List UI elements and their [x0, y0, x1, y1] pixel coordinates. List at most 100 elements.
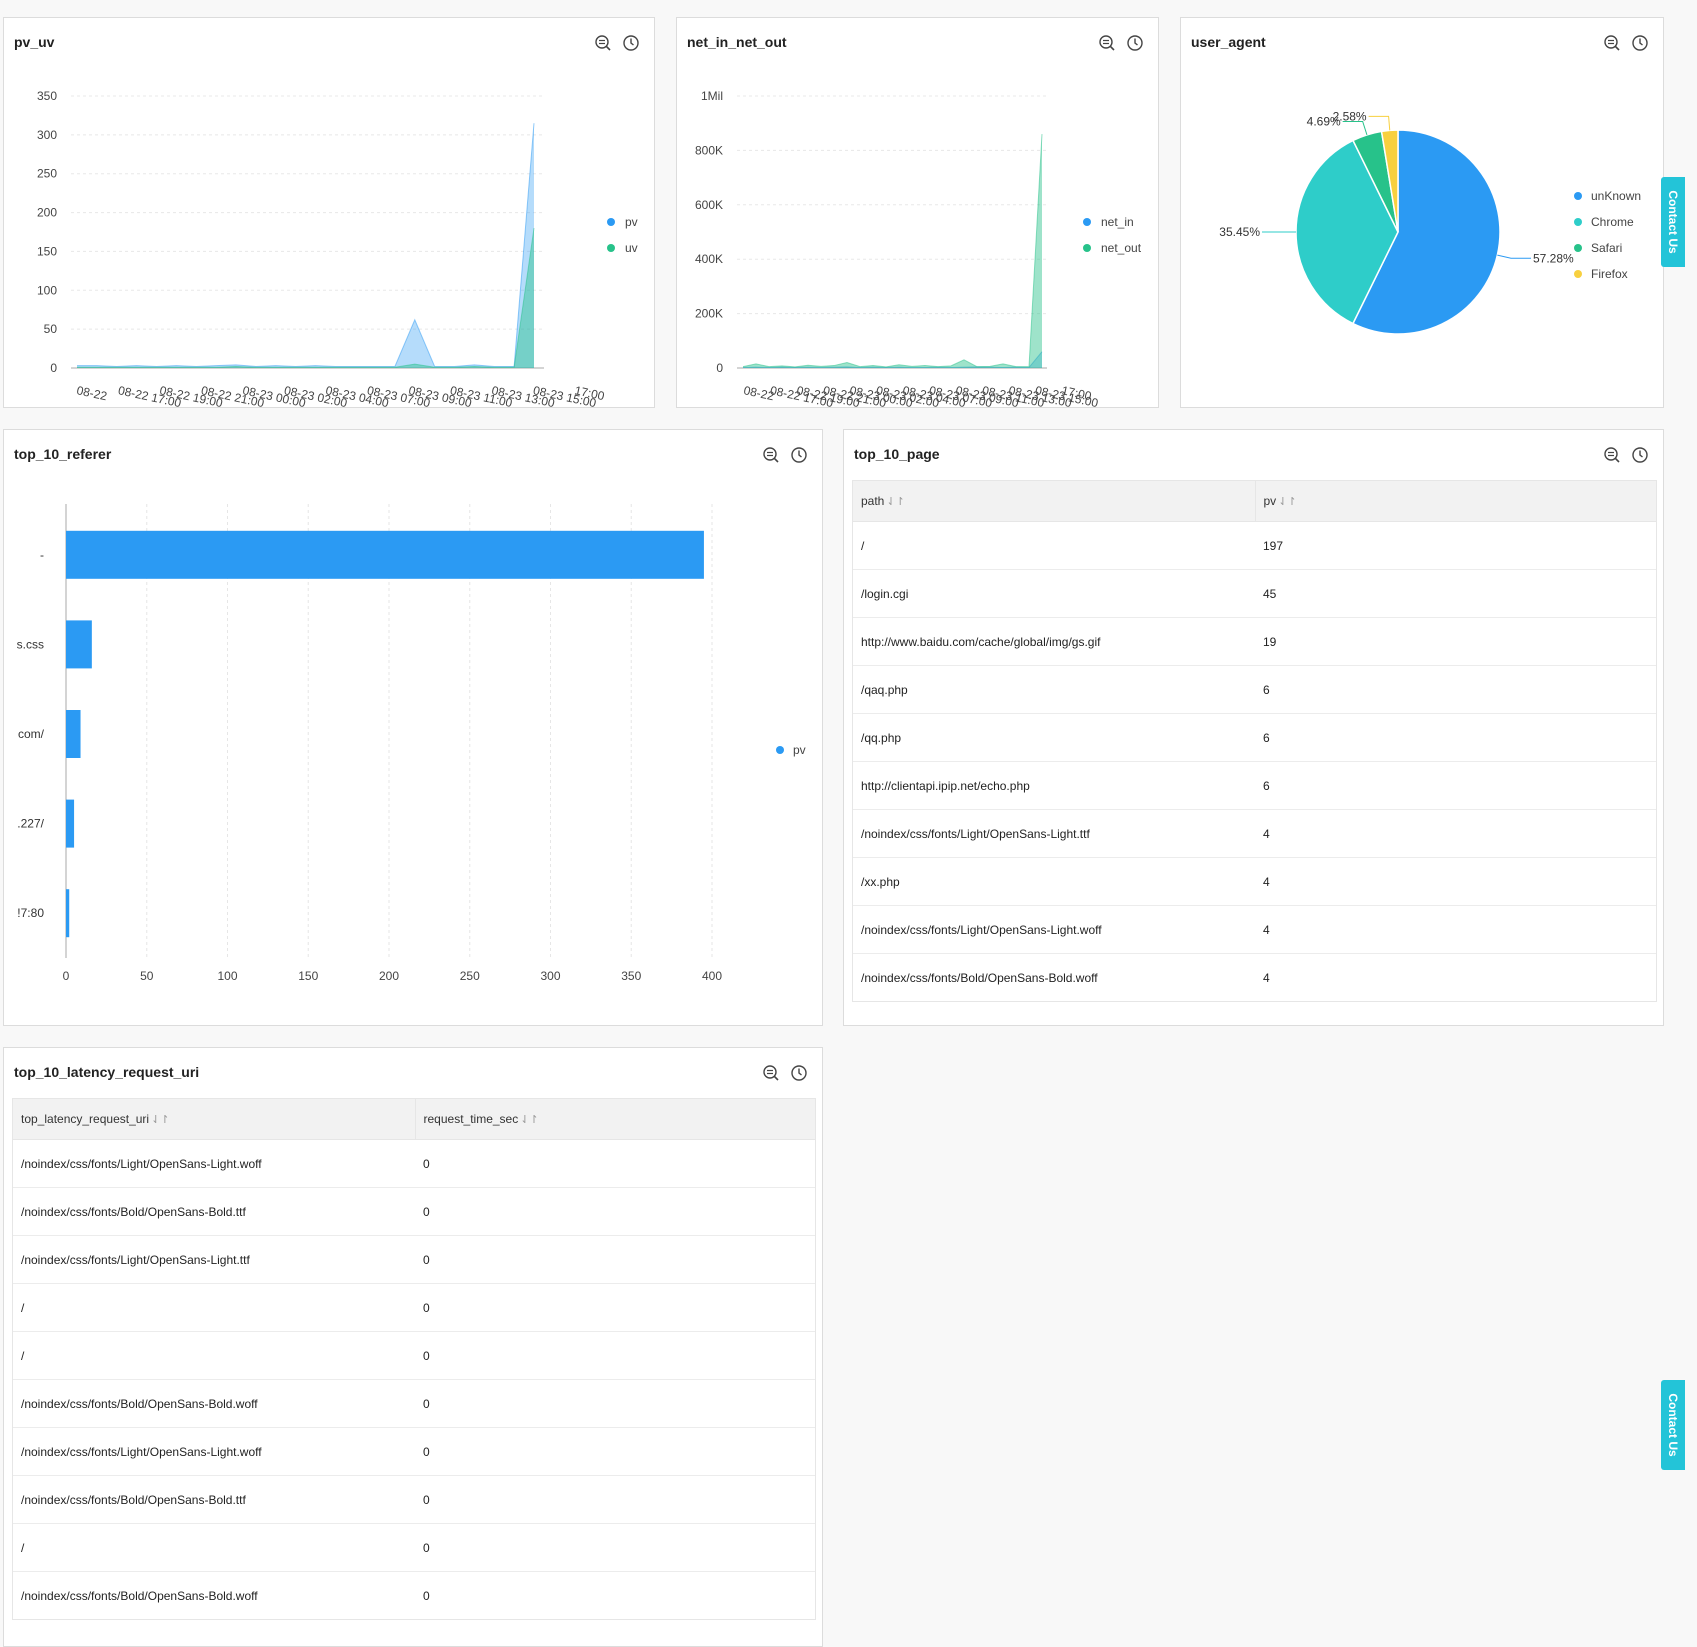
legend-dot — [776, 746, 784, 754]
table-row: /noindex/css/fonts/Light/OpenSans-Light.… — [853, 810, 1656, 858]
cell-uri: /login.cgi — [853, 570, 1255, 618]
legend-label: unKnown — [1591, 189, 1641, 203]
series-line-net_out — [743, 134, 1042, 367]
cell-uri: http://clientapi.ipip.net/echo.php — [853, 762, 1255, 810]
sort-icon[interactable]: ⇃↾ — [886, 496, 904, 508]
pie-label-line — [1369, 116, 1390, 130]
series-line-uv — [77, 228, 534, 367]
series-area-uv — [77, 228, 534, 368]
table-row: /noindex/css/fonts/Bold/OpenSans-Bold.wo… — [13, 1572, 815, 1620]
top-10-latency-table: top_latency_request_uri⇃↾ request_time_s… — [12, 1098, 816, 1620]
x-tick-label: 400 — [702, 969, 722, 983]
cell-value: 4 — [1255, 810, 1656, 858]
cell-uri: /xx.php — [853, 858, 1255, 906]
column-header-pv[interactable]: pv⇃↾ — [1255, 481, 1656, 522]
cell-uri: / — [853, 522, 1255, 570]
category-label: .227/ — [17, 817, 44, 831]
clock-icon[interactable] — [790, 1064, 808, 1082]
clock-icon[interactable] — [1631, 446, 1649, 464]
cell-uri: /noindex/css/fonts/Light/OpenSans-Light.… — [853, 810, 1255, 858]
cell-value: 0 — [415, 1572, 815, 1620]
cell-uri: /qq.php — [853, 714, 1255, 762]
table-row: /noindex/css/fonts/Bold/OpenSans-Bold.tt… — [13, 1188, 815, 1236]
legend-label: Chrome — [1591, 215, 1634, 229]
table-row: /0 — [13, 1284, 815, 1332]
bar — [66, 620, 92, 668]
table-row: /noindex/css/fonts/Bold/OpenSans-Bold.wo… — [13, 1380, 815, 1428]
table-row: /noindex/css/fonts/Light/OpenSans-Light.… — [13, 1428, 815, 1476]
y-tick-label: 250 — [37, 167, 57, 181]
category-label: s.css — [17, 637, 44, 651]
column-header-uri[interactable]: top_latency_request_uri⇃↾ — [13, 1099, 415, 1140]
table-row: /noindex/css/fonts/Light/OpenSans-Light.… — [853, 906, 1656, 954]
sort-icon[interactable]: ⇃↾ — [151, 1114, 169, 1126]
table-row: /0 — [13, 1524, 815, 1572]
legend-dot — [1574, 218, 1582, 226]
y-tick-label: 50 — [44, 322, 58, 336]
y-tick-label: 1Mil — [701, 89, 723, 103]
cell-uri: /noindex/css/fonts/Light/OpenSans-Light.… — [13, 1428, 415, 1476]
series-line-pv — [77, 123, 534, 366]
column-header-path[interactable]: path⇃↾ — [853, 481, 1255, 522]
category-label: !7:80 — [17, 906, 44, 920]
legend-dot — [1574, 244, 1582, 252]
cell-uri: / — [13, 1524, 415, 1572]
bar — [66, 889, 69, 937]
legend-label: net_out — [1101, 241, 1142, 255]
cell-value: 0 — [415, 1476, 815, 1524]
legend-dot — [607, 244, 615, 252]
panel-title: top_10_latency_request_uri — [14, 1064, 199, 1080]
cell-value: 197 — [1255, 522, 1656, 570]
cell-value: 0 — [415, 1332, 815, 1380]
x-tick-label: 50 — [140, 969, 154, 983]
contact-us-button[interactable]: Contact Us — [1661, 1380, 1685, 1470]
cell-value: 6 — [1255, 666, 1656, 714]
cell-uri: /noindex/css/fonts/Bold/OpenSans-Bold.tt… — [13, 1188, 415, 1236]
x-tick-label: 150 — [298, 969, 318, 983]
legend-dot — [1574, 192, 1582, 200]
contact-us-button[interactable]: Contact Us — [1661, 177, 1685, 267]
legend-label: pv — [793, 743, 806, 757]
cell-value: 0 — [415, 1428, 815, 1476]
bar — [66, 531, 704, 579]
legend-dot — [1083, 218, 1091, 226]
cell-uri: /qaq.php — [853, 666, 1255, 714]
cell-uri: /noindex/css/fonts/Bold/OpenSans-Bold.wo… — [13, 1572, 415, 1620]
x-tick-label: 08-22 — [75, 383, 108, 403]
category-label: - — [40, 548, 44, 562]
cell-uri: /noindex/css/fonts/Light/OpenSans-Light.… — [13, 1236, 415, 1284]
column-header-request-time[interactable]: request_time_sec⇃↾ — [415, 1099, 815, 1140]
y-tick-label: 600K — [695, 198, 723, 212]
table-row: /noindex/css/fonts/Bold/OpenSans-Bold.wo… — [853, 954, 1656, 1002]
series-area-net_out — [743, 134, 1042, 368]
y-tick-label: 400K — [695, 252, 723, 266]
zoom-icon[interactable] — [762, 1064, 780, 1082]
pie-label-line — [1497, 255, 1531, 258]
x-tick-label: 100 — [217, 969, 237, 983]
panel-toolbar — [1603, 446, 1649, 464]
panel-title: top_10_page — [854, 446, 940, 462]
category-label: com/ — [18, 727, 45, 741]
legend-dot — [1083, 244, 1091, 252]
y-tick-label: 200 — [37, 206, 57, 220]
sort-icon[interactable]: ⇃↾ — [520, 1114, 538, 1126]
cell-uri: /noindex/css/fonts/Bold/OpenSans-Bold.wo… — [853, 954, 1255, 1002]
cell-value: 6 — [1255, 714, 1656, 762]
y-tick-label: 300 — [37, 128, 57, 142]
cell-uri: /noindex/css/fonts/Bold/OpenSans-Bold.tt… — [13, 1476, 415, 1524]
legend-label: pv — [625, 215, 638, 229]
series-area-pv — [77, 123, 534, 368]
cell-uri: /noindex/css/fonts/Bold/OpenSans-Bold.wo… — [13, 1380, 415, 1428]
sort-icon[interactable]: ⇃↾ — [1278, 496, 1296, 508]
zoom-icon[interactable] — [1603, 446, 1621, 464]
table-row: /197 — [853, 522, 1656, 570]
table-row: /0 — [13, 1332, 815, 1380]
bar — [66, 800, 74, 848]
